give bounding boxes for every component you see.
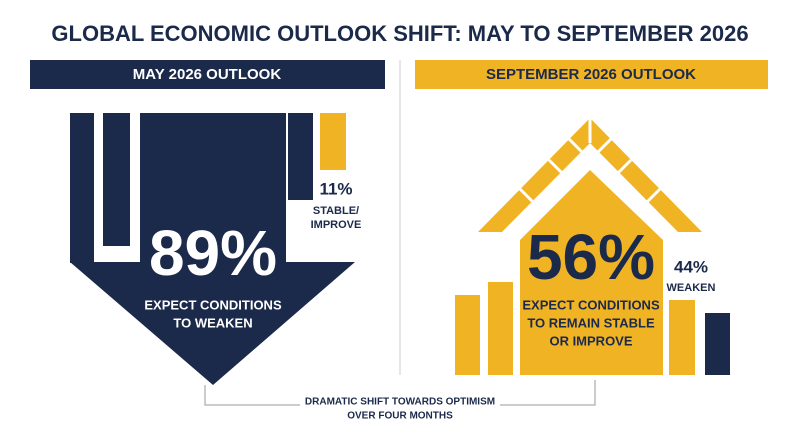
right-caption: OR IMPROVE — [549, 333, 632, 348]
right-side-label: WEAKEN — [667, 282, 716, 294]
right-caption: TO REMAIN STABLE — [527, 315, 655, 330]
footer-text: DRAMATIC SHIFT TOWARDS OPTIMISM — [305, 397, 495, 408]
right-header-bar — [415, 60, 768, 89]
left-side-label: STABLE/ — [313, 205, 359, 217]
left-stat: 89% — [149, 217, 277, 289]
right-side-stat: 44% — [674, 257, 708, 276]
footer-bg — [300, 394, 500, 426]
left-caption: EXPECT CONDITIONS — [144, 297, 282, 312]
left-header-bar — [30, 60, 385, 89]
left-side-label: IMPROVE — [311, 219, 362, 231]
right-stat: 56% — [527, 221, 655, 293]
stable-bar — [320, 113, 346, 170]
right-caption: EXPECT CONDITIONS — [522, 297, 660, 312]
roof-tiles — [518, 118, 662, 209]
weaken-bar — [705, 313, 730, 375]
left-caption: TO WEAKEN — [173, 315, 252, 330]
title: GLOBAL ECONOMIC OUTLOOK SHIFT: MAY TO SE… — [51, 21, 748, 46]
left-side-stat: 11% — [319, 179, 352, 198]
right-header: SEPTEMBER 2026 OUTLOOK — [486, 66, 696, 83]
footer-text: OVER FOUR MONTHS — [347, 411, 453, 422]
left-header: MAY 2026 OUTLOOK — [133, 66, 282, 83]
down-arrow — [70, 113, 355, 385]
